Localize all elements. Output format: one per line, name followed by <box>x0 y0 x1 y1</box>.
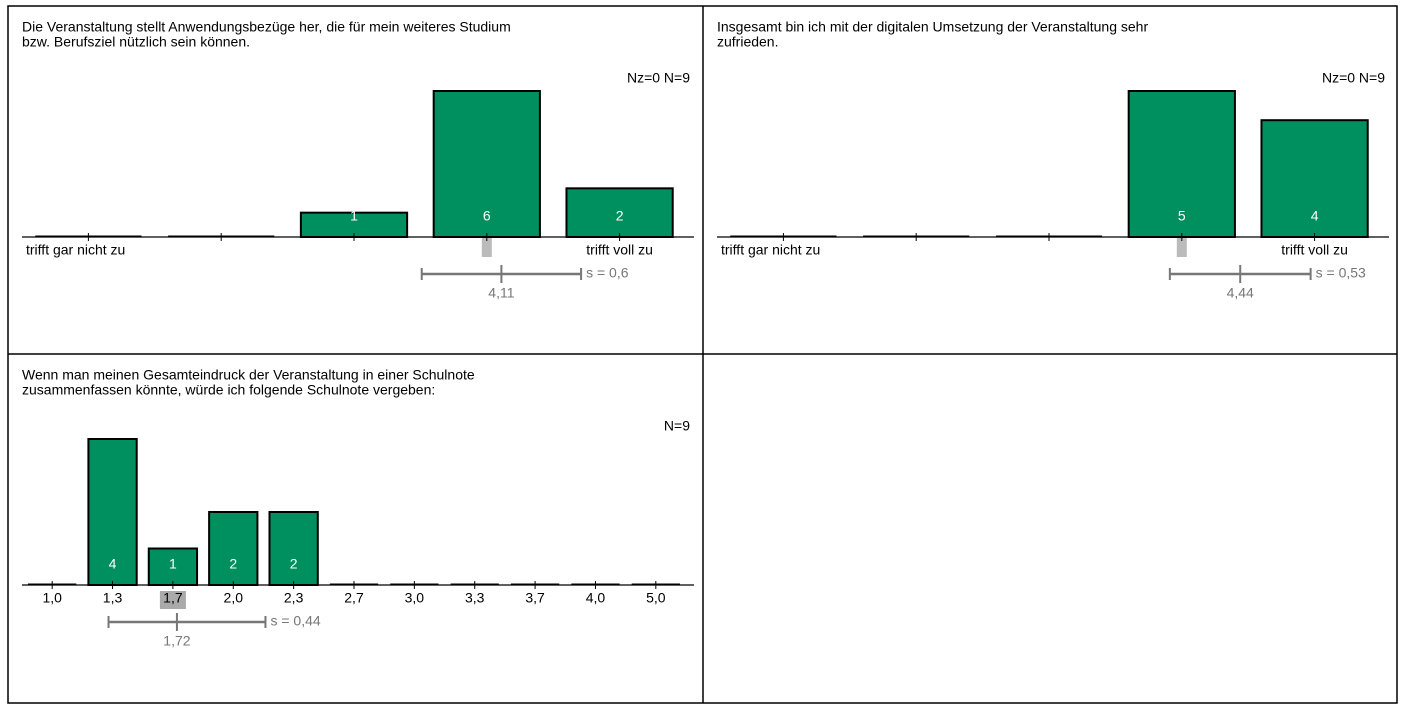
x-tick-label: 2,7 <box>344 590 364 606</box>
counts-label: Nz=0 N=9 <box>627 70 690 86</box>
chart-title: zusammenfassen könnte, würde ich folgend… <box>22 382 435 398</box>
x-tick-label: 4,0 <box>586 590 606 606</box>
value-label: 2 <box>616 208 624 224</box>
value-label: 1 <box>350 208 358 224</box>
value-label: 4 <box>1311 208 1319 224</box>
median-marker <box>481 237 492 257</box>
x-tick-label: 3,7 <box>525 590 545 606</box>
chart-title: bzw. Berufsziel nützlich sein können. <box>22 34 250 50</box>
bar <box>268 511 319 586</box>
value-label: 6 <box>483 208 491 224</box>
chart-title: Die Veranstaltung stellt Anwendungsbezüg… <box>22 19 511 35</box>
value-label: 4 <box>109 556 117 572</box>
x-tick-label: 1,3 <box>103 590 123 606</box>
bar <box>432 90 541 238</box>
x-tick-label: 1,0 <box>42 590 62 606</box>
mean-label: 1,72 <box>163 633 190 649</box>
median-highlight <box>159 591 186 609</box>
x-tick-label: 5,0 <box>646 590 666 606</box>
mean-label: 4,11 <box>488 285 514 301</box>
median-marker <box>1176 237 1187 257</box>
bar <box>1127 90 1236 238</box>
sd-label: s = 0,44 <box>270 613 320 629</box>
value-label: 2 <box>229 556 237 572</box>
value-label: 1 <box>169 556 177 572</box>
bar <box>1260 119 1369 238</box>
bar <box>565 187 674 238</box>
x-tick-label: 3,0 <box>405 590 425 606</box>
x-tick-label: 2,0 <box>224 590 244 606</box>
chart-title: Insgesamt bin ich mit der digitalen Umse… <box>717 19 1148 35</box>
counts-label: Nz=0 N=9 <box>1322 70 1385 86</box>
x-tick-label: 3,3 <box>465 590 485 606</box>
x-tick-label: trifft gar nicht zu <box>721 242 820 258</box>
value-label: 2 <box>290 556 298 572</box>
x-tick-label: trifft gar nicht zu <box>26 242 125 258</box>
value-label: 5 <box>1178 208 1186 224</box>
mean-label: 4,44 <box>1227 285 1254 301</box>
chart-title: Wenn man meinen Gesamteindruck der Veran… <box>22 367 475 383</box>
x-tick-label: 1,7 <box>163 590 183 606</box>
sd-label: s = 0,53 <box>1316 265 1366 281</box>
x-tick-label: trifft voll zu <box>1281 242 1348 258</box>
chart-title: zufrieden. <box>717 34 778 50</box>
sd-label: s = 0,6 <box>586 265 629 281</box>
bar <box>208 511 259 586</box>
bar <box>147 547 199 586</box>
x-tick-label: trifft voll zu <box>586 242 653 258</box>
counts-label: N=9 <box>664 418 690 434</box>
x-tick-label: 2,3 <box>284 590 304 606</box>
